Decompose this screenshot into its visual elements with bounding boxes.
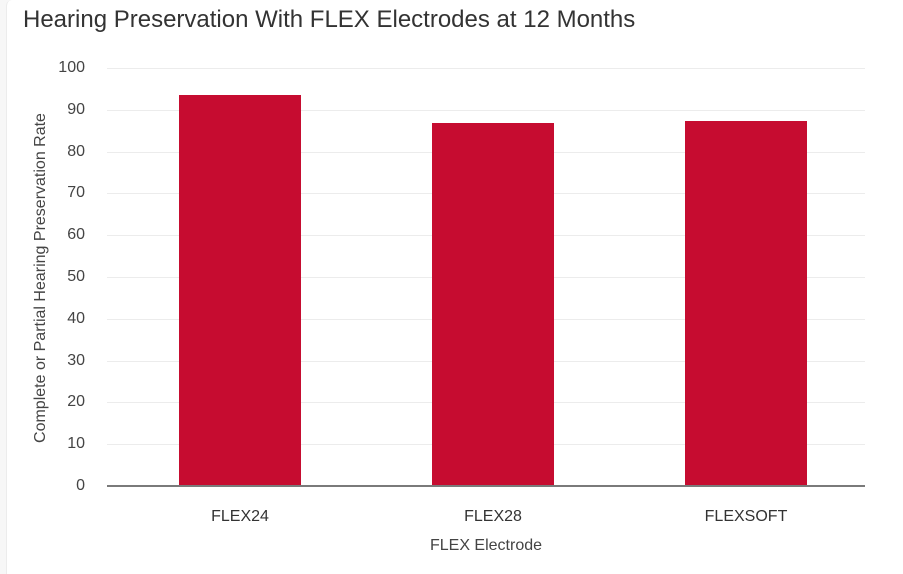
y-tick: 90 [67,100,85,118]
bar-flexsoft[interactable] [685,121,807,486]
chart-card: Hearing Preservation With FLEX Electrode… [6,0,903,574]
x-tick-flexsoft: FLEXSOFT [704,508,788,525]
y-tick: 100 [58,59,85,76]
y-tick: 40 [67,309,85,327]
y-tick: 80 [67,142,85,160]
x-axis-line [107,485,865,487]
chart-title: Hearing Preservation With FLEX Electrode… [23,6,636,33]
y-tick: 60 [67,226,85,244]
gridline-90 [107,109,865,111]
x-axis-label: FLEX Electrode [429,537,543,554]
y-tick: 30 [67,351,85,369]
y-tick: 10 [67,435,85,453]
bar-flex24[interactable] [179,95,301,486]
y-tick: 50 [67,268,85,285]
y-tick: 70 [67,184,85,202]
x-tick-flex24: FLEX24 [211,508,269,525]
plot-area: 100 90 80 70 60 50 40 30 20 10 0 FLEX24 … [58,59,865,554]
y-tick: 20 [67,393,85,411]
x-tick-flex28: FLEX28 [464,508,522,525]
bar-flex28[interactable] [432,123,554,486]
y-tick: 0 [76,477,85,494]
gridline-100 [107,68,865,69]
